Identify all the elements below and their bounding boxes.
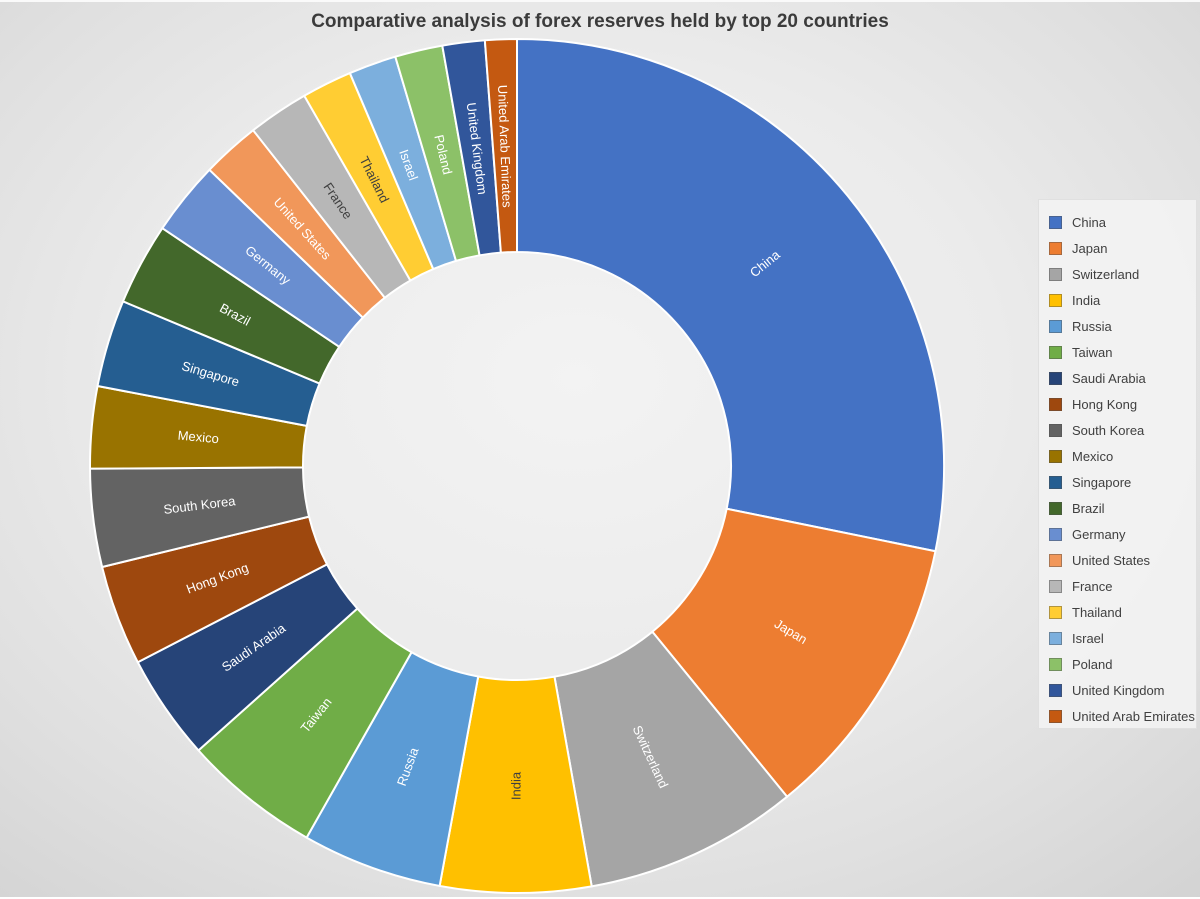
legend-item-brazil: Brazil — [1049, 495, 1196, 521]
legend-label-india: India — [1072, 292, 1101, 308]
legend-swatch-singapore — [1049, 475, 1062, 489]
legend-label-russia: Russia — [1072, 318, 1112, 334]
legend-item-saudi-arabia: Saudi Arabia — [1049, 365, 1196, 391]
legend-item-japan: Japan — [1049, 235, 1196, 261]
slice-label-mexico: Mexico — [177, 428, 219, 447]
legend-item-switzerland: Switzerland — [1049, 261, 1196, 287]
legend-label-brazil: Brazil — [1072, 500, 1105, 516]
legend-swatch-brazil — [1049, 501, 1062, 515]
legend-swatch-thailand — [1049, 605, 1062, 619]
legend-label-france: France — [1072, 578, 1113, 594]
legend-swatch-israel — [1049, 631, 1062, 645]
legend-item-singapore: Singapore — [1049, 469, 1196, 495]
legend-label-united-kingdom: United Kingdom — [1072, 682, 1165, 698]
legend-label-thailand: Thailand — [1072, 604, 1122, 620]
donut-slice-united-arab-emirates — [483, 37, 518, 254]
legend-label-south-korea: South Korea — [1072, 422, 1145, 438]
legend-item-hong-kong: Hong Kong — [1049, 391, 1196, 417]
legend-swatch-south-korea — [1049, 423, 1062, 437]
legend-item-france: France — [1049, 573, 1196, 599]
legend-item-thailand: Thailand — [1049, 599, 1196, 625]
legend-swatch-china — [1049, 215, 1062, 229]
legend-item-united-arab-emirates: United Arab Emirates — [1049, 703, 1196, 729]
legend-item-israel: Israel — [1049, 625, 1196, 651]
chart-title: Comparative analysis of forex reserves h… — [311, 11, 889, 32]
legend-label-germany: Germany — [1072, 526, 1126, 542]
legend-label-switzerland: Switzerland — [1072, 266, 1140, 282]
donut-slice-china — [516, 38, 946, 553]
legend-swatch-france — [1049, 579, 1062, 593]
legend-label-china: China — [1072, 214, 1106, 230]
legend-item-poland: Poland — [1049, 651, 1196, 677]
legend-label-mexico: Mexico — [1072, 448, 1114, 464]
legend-item-united-states: United States — [1049, 547, 1196, 573]
legend-label-japan: Japan — [1072, 240, 1108, 256]
legend-swatch-united-kingdom — [1049, 683, 1062, 697]
legend-label-israel: Israel — [1072, 630, 1104, 646]
legend-label-united-states: United States — [1072, 552, 1151, 568]
legend-label-hong-kong: Hong Kong — [1072, 396, 1138, 412]
legend-label-taiwan: Taiwan — [1072, 344, 1113, 360]
legend-label-singapore: Singapore — [1072, 474, 1132, 490]
slice-label-united-arab-emirates: United Arab Emirates — [495, 85, 515, 209]
legend-swatch-japan — [1049, 241, 1062, 255]
legend-item-india: India — [1049, 287, 1196, 313]
legend-swatch-mexico — [1049, 449, 1062, 463]
legend-swatch-united-states — [1049, 553, 1062, 567]
legend-item-united-kingdom: United Kingdom — [1049, 677, 1196, 703]
legend-swatch-switzerland — [1049, 267, 1062, 281]
legend-label-united-arab-emirates: United Arab Emirates — [1072, 708, 1195, 724]
legend-swatch-russia — [1049, 319, 1062, 333]
slice-label-india: India — [508, 771, 523, 800]
legend-item-russia: Russia — [1049, 313, 1196, 339]
legend-label-poland: Poland — [1072, 656, 1113, 672]
legend-swatch-germany — [1049, 527, 1062, 541]
legend-label-saudi-arabia: Saudi Arabia — [1072, 370, 1146, 386]
legend-item-china: China — [1049, 209, 1196, 235]
legend-swatch-poland — [1049, 657, 1062, 671]
legend-item-taiwan: Taiwan — [1049, 339, 1196, 365]
legend-item-germany: Germany — [1049, 521, 1196, 547]
legend-swatch-united-arab-emirates — [1049, 709, 1062, 723]
legend-item-south-korea: South Korea — [1049, 417, 1196, 443]
legend-item-mexico: Mexico — [1049, 443, 1196, 469]
legend-swatch-hong-kong — [1049, 397, 1062, 411]
legend-swatch-saudi-arabia — [1049, 371, 1062, 385]
legend: China Japan Switzerland India Russia Taiwan Sa… — [1038, 199, 1197, 729]
legend-swatch-india — [1049, 293, 1062, 307]
legend-swatch-taiwan — [1049, 345, 1062, 359]
